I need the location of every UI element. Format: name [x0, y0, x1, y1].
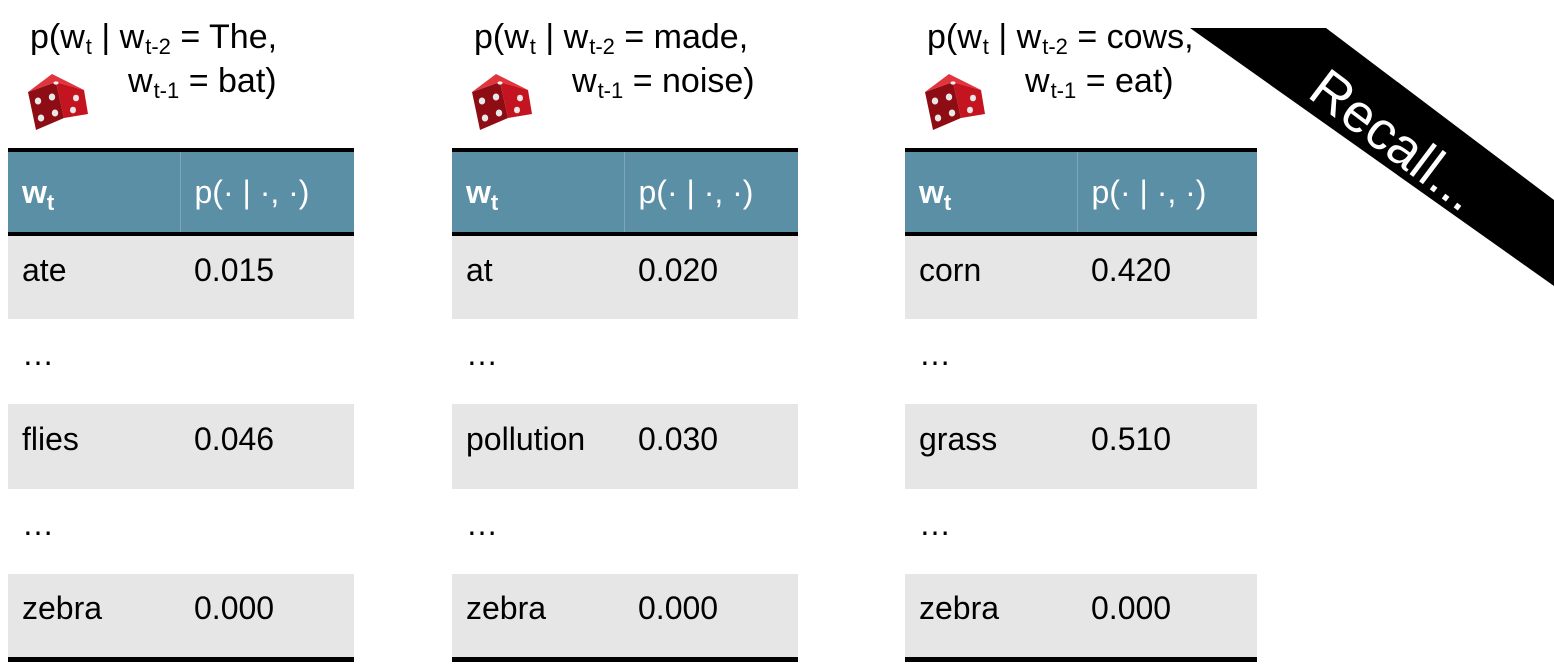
prob-cell: 0.015 — [180, 234, 354, 319]
probability-table: wt p(· | ·, ·) ate 0.015 … flies 0.046 … z… — [8, 148, 354, 662]
red-die-icon — [28, 74, 88, 130]
heading-line-1: p(wt | wt-2 = cows, — [927, 18, 1194, 59]
prob-cell — [624, 319, 798, 404]
prob-cell: 0.000 — [1077, 574, 1257, 662]
word-cell: … — [452, 489, 624, 574]
column-header-word: wt — [905, 148, 1078, 236]
column-header-prob: p(· | ·, ·) — [1077, 148, 1257, 236]
table-row: … — [452, 319, 798, 404]
prob-cell: 0.420 — [1077, 234, 1257, 319]
table-row: grass 0.510 — [905, 404, 1257, 489]
table-row: … — [8, 489, 354, 574]
table-row: … — [8, 319, 354, 404]
prob-cell — [180, 319, 354, 404]
table-row: … — [905, 489, 1257, 574]
word-cell: … — [905, 319, 1077, 404]
trigram-panel-3: p(wt | wt-2 = cows, wt-1 = eat) wt p(· |… — [905, 0, 1257, 664]
red-die-icon — [472, 74, 532, 130]
prob-cell: 0.510 — [1077, 404, 1257, 489]
column-header-prob: p(· | ·, ·) — [624, 148, 798, 236]
heading-line-1: p(wt | wt-2 = The, — [30, 18, 278, 59]
heading-line-2: wt-1 = eat) — [1025, 62, 1174, 103]
prob-cell — [180, 489, 354, 574]
word-cell: … — [905, 489, 1077, 574]
column-header-word: wt — [8, 148, 181, 236]
word-cell: at — [452, 234, 624, 319]
panel-heading: p(wt | wt-2 = made, wt-1 = noise) — [452, 0, 798, 148]
trigram-panel-2: p(wt | wt-2 = made, wt-1 = noise) wt p(·… — [452, 0, 798, 664]
trigram-panel-1: p(wt | wt-2 = The, wt-1 = bat) wt p(· | … — [8, 0, 354, 664]
prob-cell: 0.046 — [180, 404, 354, 489]
word-cell: zebra — [452, 574, 624, 662]
table-row: ate 0.015 — [8, 234, 354, 319]
prob-cell — [624, 489, 798, 574]
table-row: zebra 0.000 — [8, 574, 354, 662]
table-row: zebra 0.000 — [905, 574, 1257, 662]
panel-heading: p(wt | wt-2 = The, wt-1 = bat) — [8, 0, 354, 148]
word-cell: zebra — [8, 574, 180, 662]
table-row: … — [905, 319, 1257, 404]
word-cell: ate — [8, 234, 180, 319]
word-cell: pollution — [452, 404, 624, 489]
word-cell: corn — [905, 234, 1077, 319]
table-row: … — [452, 489, 798, 574]
column-header-prob: p(· | ·, ·) — [180, 148, 354, 236]
probability-table: wt p(· | ·, ·) at 0.020 … pollution 0.030 … — [452, 148, 798, 662]
prob-cell: 0.000 — [180, 574, 354, 662]
table-row: corn 0.420 — [905, 234, 1257, 319]
table-header-row: wt p(· | ·, ·) — [8, 148, 354, 236]
table-row: flies 0.046 — [8, 404, 354, 489]
word-cell: zebra — [905, 574, 1077, 662]
word-cell: … — [8, 319, 180, 404]
word-cell: grass — [905, 404, 1077, 489]
heading-line-1: p(wt | wt-2 = made, — [474, 18, 749, 59]
column-header-word: wt — [452, 148, 625, 236]
heading-line-2: wt-1 = bat) — [128, 62, 277, 103]
table-row: zebra 0.000 — [452, 574, 798, 662]
panel-heading: p(wt | wt-2 = cows, wt-1 = eat) — [905, 0, 1257, 148]
word-cell: flies — [8, 404, 180, 489]
heading-line-2: wt-1 = noise) — [572, 62, 755, 103]
prob-cell: 0.030 — [624, 404, 798, 489]
table-row: at 0.020 — [452, 234, 798, 319]
table-row: pollution 0.030 — [452, 404, 798, 489]
red-die-icon — [925, 74, 985, 130]
prob-cell: 0.020 — [624, 234, 798, 319]
prob-cell — [1077, 319, 1257, 404]
prob-cell — [1077, 489, 1257, 574]
probability-table: wt p(· | ·, ·) corn 0.420 … grass 0.510 … … — [905, 148, 1257, 662]
table-header-row: wt p(· | ·, ·) — [452, 148, 798, 236]
word-cell: … — [8, 489, 180, 574]
recall-ribbon: Recall... — [1030, 0, 1554, 300]
word-cell: … — [452, 319, 624, 404]
prob-cell: 0.000 — [624, 574, 798, 662]
table-header-row: wt p(· | ·, ·) — [905, 148, 1257, 236]
